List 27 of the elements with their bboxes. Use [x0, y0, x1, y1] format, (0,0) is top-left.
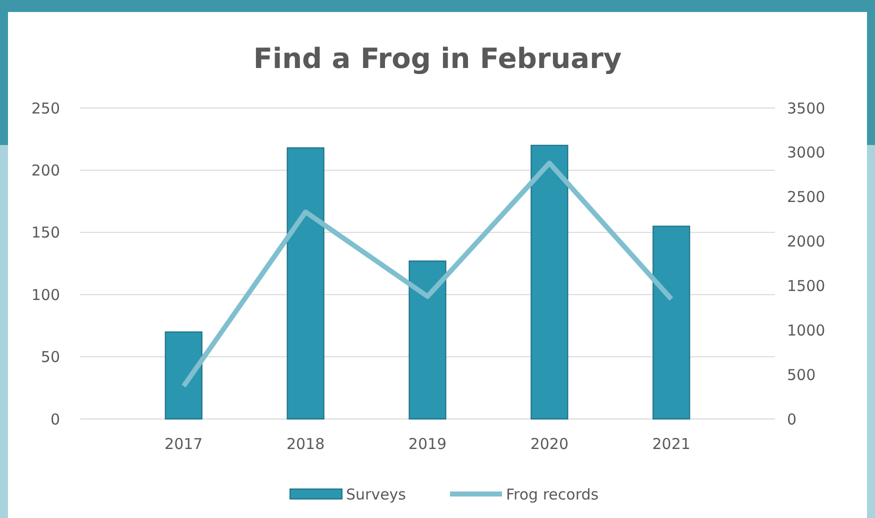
y-tick-label: 100 [31, 286, 60, 304]
x-tick-label: 2021 [652, 435, 690, 453]
y2-tick-label: 2000 [787, 232, 826, 251]
y2-tick-label: 500 [787, 366, 816, 384]
y-tick-label: 250 [31, 99, 60, 118]
x-tick-label: 2017 [164, 435, 203, 453]
y2-tick-label: 1500 [787, 276, 826, 295]
bar [286, 147, 324, 420]
bar [408, 260, 446, 420]
y-tick-label: 200 [31, 161, 60, 180]
x-tick-label: 2019 [408, 435, 447, 453]
y2-tick-label: 0 [787, 410, 797, 428]
x-tick-label: 2020 [530, 435, 569, 453]
legend-label: Frog records [506, 485, 599, 504]
y2-tick-label: 1000 [787, 321, 826, 340]
y-tick-label: 50 [40, 348, 60, 366]
y-tick-label: 150 [31, 224, 60, 242]
y2-tick-label: 3500 [787, 99, 826, 118]
legend-label: Surveys [346, 485, 406, 504]
bar [652, 226, 690, 420]
y2-tick-label: 3000 [787, 144, 826, 162]
x-tick-label: 2018 [286, 435, 325, 453]
bar [164, 331, 202, 420]
bar [530, 144, 568, 420]
chart-title: Find a Frog in February [253, 42, 622, 75]
y2-tick-label: 2500 [787, 188, 826, 206]
y-tick-label: 0 [50, 410, 60, 428]
